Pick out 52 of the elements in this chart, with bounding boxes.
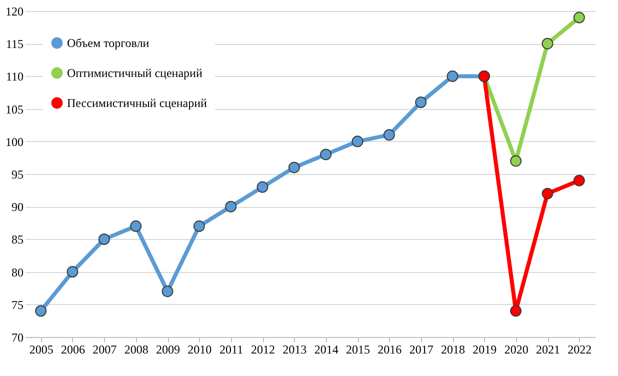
point (542, 188, 554, 200)
x-tick-label: 2020 (504, 342, 528, 356)
y-tick-label: 105 (6, 102, 24, 116)
y-tick-label: 100 (6, 134, 24, 149)
x-tick-label: 2017 (409, 342, 434, 356)
point (415, 96, 427, 108)
x-tick-label: 2012 (251, 342, 275, 356)
x-tick-label: 2022 (568, 342, 592, 356)
legend-label: Оптимистичный сценарий (67, 66, 203, 80)
point (383, 129, 395, 141)
point (193, 220, 205, 232)
point (130, 220, 142, 232)
x-tick-label: 2009 (156, 342, 180, 356)
x-tick-label: 2008 (124, 342, 148, 356)
x-tick-label: 2018 (441, 342, 465, 356)
point (66, 266, 78, 278)
point (510, 305, 522, 317)
y-tick-label: 80 (12, 265, 24, 280)
point (320, 148, 332, 160)
x-tick-label: 2016 (378, 342, 402, 356)
x-tick-label: 2019 (472, 342, 497, 356)
y-tick-label: 75 (12, 298, 24, 312)
point (573, 174, 585, 186)
point (162, 286, 174, 298)
x-tick-label: 2007 (92, 342, 117, 356)
x-tick-label: 2014 (314, 342, 338, 356)
y-tick-label: 70 (12, 330, 24, 344)
y-tick-label: 85 (12, 232, 24, 247)
x-tick-label: 2015 (346, 342, 370, 356)
x-tick-label: 2010 (188, 342, 212, 356)
point (98, 233, 110, 245)
y-tick-label: 110 (6, 70, 24, 84)
y-tick-label: 95 (12, 168, 24, 182)
x-tick-label: 2011 (220, 342, 244, 356)
legend-label: Объем торговли (67, 36, 150, 50)
point (542, 38, 554, 50)
point (256, 181, 268, 193)
point (510, 155, 522, 167)
point (288, 162, 300, 174)
point (352, 136, 364, 148)
y-tick-label: 90 (12, 200, 24, 214)
x-tick-label: 2013 (282, 342, 307, 356)
point (225, 200, 237, 212)
point (446, 70, 458, 82)
x-tick-label: 2005 (29, 342, 54, 356)
legend-label: Пессимистичный сценарий (67, 96, 208, 110)
x-tick-label: 2021 (536, 342, 560, 356)
x-tick-label: 2006 (61, 342, 85, 356)
y-tick-label: 115 (6, 37, 24, 52)
point (35, 305, 47, 317)
point (573, 12, 585, 24)
y-tick-label: 120 (6, 4, 24, 18)
